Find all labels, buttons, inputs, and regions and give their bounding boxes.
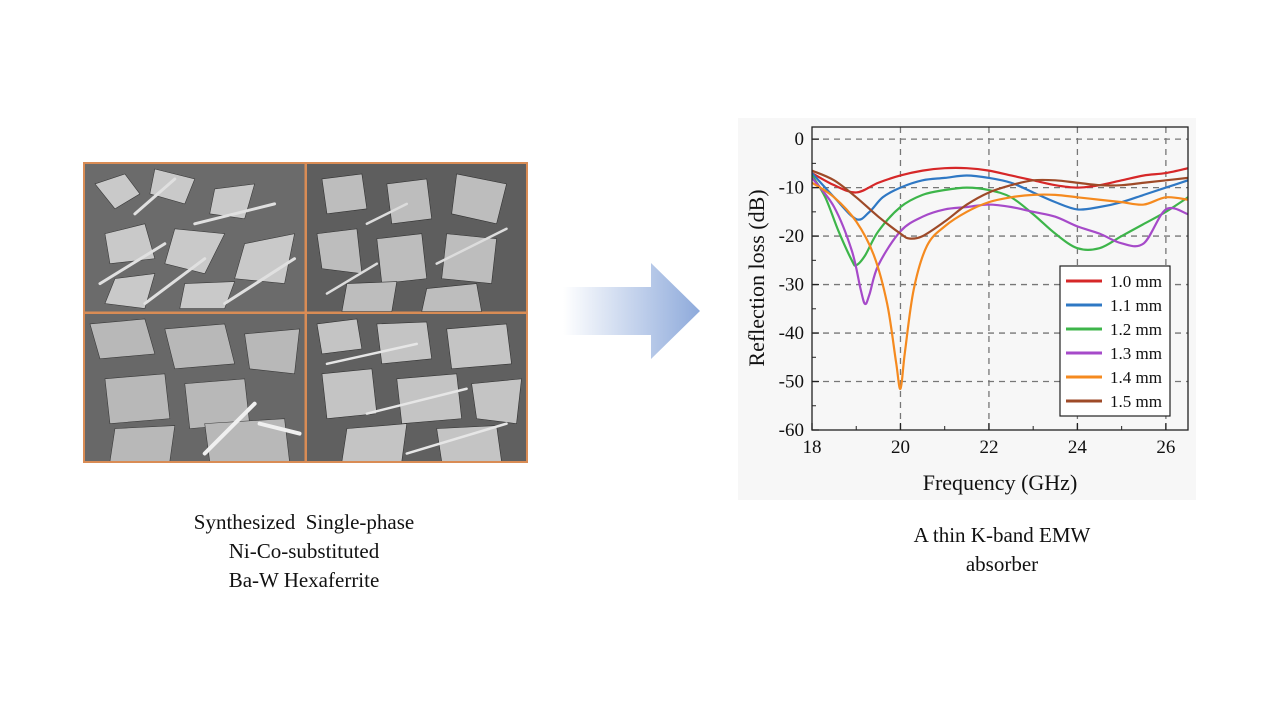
y-tick-label: 0 bbox=[795, 129, 805, 150]
left-caption-line: Synthesized Single-phase bbox=[193, 510, 415, 534]
sem-image-top-right bbox=[305, 163, 527, 313]
x-tick-label: 26 bbox=[1156, 437, 1175, 458]
chart-series-group bbox=[812, 166, 1188, 390]
sem-micrograph-texture bbox=[85, 313, 305, 461]
sem-image-top-left bbox=[84, 163, 306, 313]
legend-label: 1.5 mm bbox=[1110, 392, 1162, 411]
right-caption-line: absorber bbox=[965, 552, 1039, 576]
sem-micrograph-panel bbox=[83, 162, 528, 463]
right-caption: A thin K-band EMW absorber bbox=[872, 521, 1132, 579]
chart-ticks: 18 20 22 24 26 0 -10 -20 -30 -40 -50 -60 bbox=[779, 129, 1176, 458]
left-caption-line: Ni-Co-substituted bbox=[228, 539, 380, 563]
sem-image-bottom-right bbox=[305, 312, 527, 462]
x-tick-label: 24 bbox=[1068, 437, 1088, 458]
y-tick-label: -50 bbox=[779, 372, 804, 393]
x-tick-label: 22 bbox=[979, 437, 998, 458]
legend-label: 1.2 mm bbox=[1110, 320, 1162, 339]
series-line bbox=[812, 166, 1188, 194]
sem-image-bottom-left bbox=[84, 312, 306, 462]
right-arrow-icon bbox=[563, 263, 700, 359]
x-axis-label: Frequency (GHz) bbox=[923, 470, 1078, 495]
series-line bbox=[812, 169, 1188, 240]
y-axis-label: Reflection loss (dB) bbox=[744, 189, 769, 366]
series-line bbox=[812, 177, 1188, 306]
legend-box bbox=[1059, 265, 1171, 417]
y-tick-label: -20 bbox=[779, 226, 804, 247]
sem-micrograph-texture bbox=[85, 164, 305, 312]
series-line bbox=[812, 181, 1188, 390]
legend-label: 1.4 mm bbox=[1110, 368, 1162, 387]
sem-micrograph-texture bbox=[306, 164, 526, 312]
chart-legend: 1.0 mm 1.1 mm 1.2 mm 1.3 mm 1.4 mm 1.5 mm bbox=[1059, 265, 1171, 417]
left-caption: Synthesized Single-phase Ni-Co-substitut… bbox=[154, 508, 454, 595]
right-caption-line: A thin K-band EMW bbox=[913, 523, 1091, 547]
left-caption-line: Ba-W Hexaferrite bbox=[228, 568, 380, 592]
y-tick-label: -60 bbox=[779, 420, 804, 441]
plot-area-frame bbox=[811, 126, 1189, 431]
legend-label: 1.3 mm bbox=[1110, 344, 1162, 363]
x-tick-label: 20 bbox=[891, 437, 910, 458]
x-tick-label: 18 bbox=[803, 437, 822, 458]
sem-micrograph-texture bbox=[306, 313, 526, 461]
legend-label: 1.0 mm bbox=[1110, 272, 1162, 291]
reflection-loss-chart: 18 20 22 24 26 0 -10 -20 -30 -40 -50 -60 Frequency … bbox=[738, 118, 1196, 500]
y-tick-label: -30 bbox=[779, 275, 804, 296]
y-tick-label: -40 bbox=[779, 323, 804, 344]
legend-label: 1.1 mm bbox=[1110, 296, 1162, 315]
y-tick-label: -10 bbox=[779, 178, 804, 199]
